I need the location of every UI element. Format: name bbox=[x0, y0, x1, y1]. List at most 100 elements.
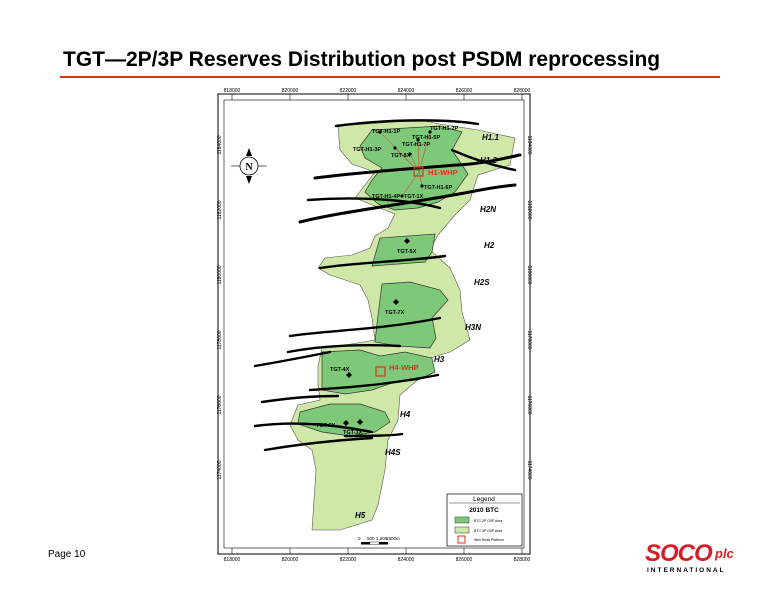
x-tick-label: 820000 bbox=[282, 557, 299, 563]
company-logo: SOCO plc INTERNATIONAL bbox=[645, 540, 737, 580]
well-label: TGT-6X bbox=[316, 423, 336, 429]
x-tick-label: 826000 bbox=[456, 88, 473, 94]
fault-block-labels: H1.1 H1.2 H2N H2 H2S H3N H3 H4 H4S H5 bbox=[355, 133, 499, 520]
x-tick-label: 828000 bbox=[514, 88, 531, 94]
fault-line bbox=[308, 373, 440, 392]
well-markers bbox=[343, 130, 432, 426]
well-label: TGT-4X bbox=[330, 367, 350, 373]
block-label: H4 bbox=[400, 410, 411, 419]
x-tick-label: 820000 bbox=[282, 88, 299, 94]
well-label: TGT-H1-6P bbox=[424, 185, 452, 191]
fault-lines bbox=[253, 119, 522, 452]
well-label: TGT-8X bbox=[391, 153, 411, 159]
legend-swatch-p2 bbox=[454, 516, 470, 524]
well-marker bbox=[400, 194, 404, 198]
platform-label: H4-WHP bbox=[389, 363, 419, 372]
x-tick-label: 822000 bbox=[340, 557, 357, 563]
well-labels: TGT-H1-1P TGT-H1-2P TGT-H1-5P TGT-H1-7P … bbox=[316, 126, 458, 436]
platform-label: H1-WHP bbox=[428, 168, 458, 177]
legend-swatch-platform bbox=[457, 535, 466, 544]
block-label: H4S bbox=[385, 448, 401, 457]
well-label: TGT-7X bbox=[385, 310, 405, 316]
scale-label: 0 bbox=[358, 536, 361, 541]
well-marker bbox=[428, 130, 432, 134]
well-marker bbox=[408, 152, 412, 156]
well-label: TGT-H1-1P bbox=[372, 129, 400, 135]
y-axis-labels-left: 1184000 1182000 1180000 1178000 1176000 … bbox=[217, 135, 223, 479]
well-label: TGT-H1-5P bbox=[412, 135, 440, 141]
scale-bar: 0 500 1,000 1500m bbox=[358, 536, 400, 545]
well-marker bbox=[343, 420, 349, 426]
well-label: TGT-H1-4P bbox=[372, 194, 400, 200]
block-label: H2S bbox=[474, 278, 490, 287]
fault-line bbox=[253, 422, 374, 434]
block-label: H2 bbox=[484, 241, 495, 250]
well-label: TGT-3X bbox=[343, 430, 363, 436]
block-label: H1.2 bbox=[480, 156, 497, 165]
well-marker bbox=[404, 238, 410, 244]
north-label: N bbox=[245, 162, 253, 173]
well-marker bbox=[393, 299, 399, 305]
legend-swatch-p3 bbox=[454, 526, 470, 534]
x-axis-labels-top: 818000 820000 822000 824000 826000 82800… bbox=[224, 88, 531, 94]
well-trajectories bbox=[379, 131, 431, 197]
well-marker bbox=[393, 146, 397, 150]
x-tick-label: 828000 bbox=[514, 557, 531, 563]
platform-marker bbox=[413, 166, 424, 177]
fault-line bbox=[298, 183, 517, 224]
y-tick-label: 1178000 bbox=[526, 330, 532, 349]
map-inner-frame bbox=[223, 99, 525, 549]
x-axis-labels-bottom: 818000 820000 822000 824000 826000 82800… bbox=[224, 557, 531, 563]
x-tick-label: 822000 bbox=[340, 88, 357, 94]
well-marker bbox=[357, 419, 363, 425]
fault-line bbox=[288, 316, 442, 338]
well-label: TGT-1X bbox=[404, 194, 424, 200]
x-tick-label: 826000 bbox=[456, 557, 473, 563]
legend-subtitle: 2010 BTC bbox=[469, 507, 499, 514]
page-number: Page 10 bbox=[48, 549, 86, 560]
fault-line bbox=[253, 350, 332, 368]
fault-line bbox=[343, 432, 404, 438]
y-tick-label: 1176000 bbox=[526, 395, 532, 414]
well-marker bbox=[420, 184, 424, 188]
x-tick-label: 818000 bbox=[224, 88, 241, 94]
p2-area-h3n bbox=[374, 281, 449, 349]
scale-label: 1500m bbox=[386, 536, 400, 541]
legend-title: Legend bbox=[473, 496, 495, 503]
legend-item: BTC 2P GIIP Area bbox=[474, 519, 502, 523]
y-tick-label: 1174000 bbox=[526, 460, 532, 479]
block-label: H3N bbox=[465, 323, 481, 332]
fault-line bbox=[306, 197, 442, 210]
y-tick-label: 1180000 bbox=[526, 265, 532, 284]
logo-suffix-text: plc bbox=[715, 546, 734, 561]
logo-sub-text: INTERNATIONAL bbox=[647, 567, 726, 574]
y-tick-label: 1180000 bbox=[217, 265, 223, 284]
y-tick-label: 1174000 bbox=[217, 460, 223, 479]
well-marker bbox=[378, 130, 382, 134]
y-tick-label: 1182000 bbox=[526, 200, 532, 219]
well-marker bbox=[346, 372, 352, 378]
fault-line bbox=[313, 153, 522, 180]
well-marker bbox=[416, 138, 420, 142]
legend-item: BTC 3P GIIP Area bbox=[474, 529, 502, 533]
page-title: TGT—2P/3P Reserves Distribution post PSD… bbox=[63, 48, 661, 71]
y-tick-label: 1184000 bbox=[217, 135, 223, 154]
map-legend: Legend 2010 BTC BTC 2P GIIP Area BTC 3P … bbox=[446, 493, 523, 547]
fault-line bbox=[260, 394, 340, 404]
well-label: TGT-H1-7P bbox=[402, 142, 430, 148]
north-arrow-icon: N bbox=[231, 148, 267, 184]
block-label: H2N bbox=[480, 205, 496, 214]
x-tick-label: 818000 bbox=[224, 557, 241, 563]
legend-item: Well Head Platform bbox=[474, 538, 504, 542]
p2-area-h4 bbox=[297, 403, 391, 437]
y-tick-label: 1176000 bbox=[217, 395, 223, 414]
y-tick-label: 1178000 bbox=[217, 330, 223, 349]
x-axis-ticks bbox=[231, 94, 523, 554]
well-label: TGT-H1-3P bbox=[353, 147, 381, 153]
scale-label: 500 bbox=[367, 536, 375, 541]
well-label: TGT-5X bbox=[397, 249, 417, 255]
fault-line bbox=[263, 436, 374, 452]
y-axis-labels-right: 1184000 1182000 1180000 1178000 1176000 … bbox=[526, 135, 532, 479]
y-tick-label: 1182000 bbox=[217, 200, 223, 219]
